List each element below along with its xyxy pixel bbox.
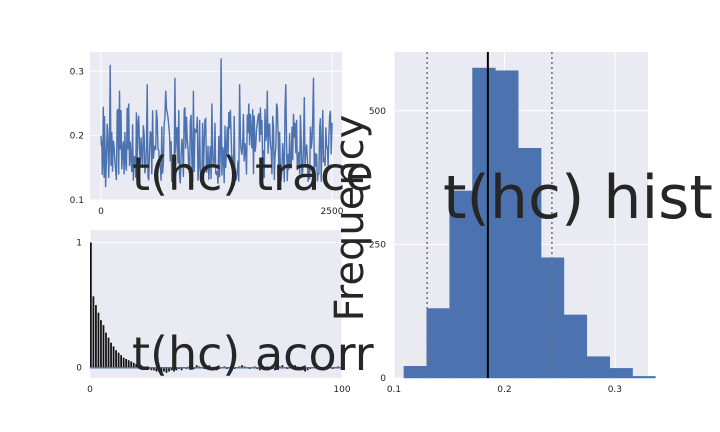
trace-xtick-label: 2500 xyxy=(321,207,344,217)
acorr-yticks: 01 xyxy=(76,239,82,374)
hist-bar xyxy=(632,376,656,379)
acorr-bar xyxy=(112,346,115,368)
trace-ytick-label: 0.3 xyxy=(70,67,84,77)
hist-yticks: 0 250 500 xyxy=(369,107,386,384)
acorr-bar xyxy=(132,362,135,368)
acorr-bar xyxy=(294,365,296,368)
trace-panel: 0.1 0.2 0.3 0 2500 xyxy=(70,52,344,217)
acorr-xtick-label: 0 xyxy=(87,385,93,395)
acorr-bar xyxy=(258,367,261,371)
acorr-bar xyxy=(168,367,170,372)
acorr-bar xyxy=(102,325,105,368)
trace-xtick-label: 0 xyxy=(98,207,104,217)
acorr-bar xyxy=(304,367,306,372)
trace-yticks: 0.1 0.2 0.3 xyxy=(70,67,84,206)
acorr-bar xyxy=(175,367,178,371)
hist-bar xyxy=(586,356,610,379)
hist-xtick-label: 0.2 xyxy=(497,385,511,395)
acorr-bar xyxy=(117,352,120,368)
hist-panel: 0 250 500 0.1 0.2 0.3 xyxy=(369,52,656,395)
hist-bar xyxy=(403,365,428,379)
trace-xticks: 0 2500 xyxy=(98,207,344,217)
acorr-bar xyxy=(165,367,168,373)
trace-series-line xyxy=(100,58,333,188)
acorr-bar xyxy=(90,242,92,368)
hist-ytick-label: 0 xyxy=(380,374,386,384)
acorr-bar xyxy=(160,367,163,373)
hist-ytick-label: 250 xyxy=(369,240,386,250)
acorr-bar xyxy=(195,365,198,368)
trace-ytick-label: 0.2 xyxy=(70,132,84,142)
acorr-bar xyxy=(208,365,211,368)
hist-xtick-label: 0.3 xyxy=(608,385,622,395)
acorr-bar xyxy=(231,367,233,371)
acorr-bar xyxy=(97,312,100,368)
hist-ylabel: Frequency xyxy=(327,115,373,322)
acorr-bar xyxy=(107,337,110,368)
acorr-bar xyxy=(150,367,153,371)
acorr-xticks: 0 100 xyxy=(87,385,351,395)
acorr-bar xyxy=(105,332,107,368)
acorr-bar xyxy=(100,320,102,368)
hist-xtick-label: 0.1 xyxy=(387,385,401,395)
acorr-bar xyxy=(241,365,243,368)
acorr-panel: 01 0 100 xyxy=(76,230,351,395)
hist-ytick-label: 500 xyxy=(369,107,386,117)
acorr-bar xyxy=(137,365,140,368)
acorr-bar xyxy=(155,367,158,372)
acorr-bar xyxy=(281,365,284,368)
hist-xticks: 0.1 0.2 0.3 xyxy=(387,385,622,395)
acorr-bar xyxy=(130,361,133,368)
acorr-bar xyxy=(140,365,143,368)
hist-bar xyxy=(609,368,633,379)
acorr-xtick-label: 100 xyxy=(333,385,350,395)
acorr-bar xyxy=(173,367,175,372)
acorr-bar xyxy=(301,367,304,371)
acorr-ytick-label: 1 xyxy=(76,239,82,249)
hist-bar xyxy=(426,308,450,379)
acorr-bar xyxy=(306,367,309,371)
acorr-bar xyxy=(163,367,165,372)
acorr-bar xyxy=(92,296,95,368)
trace-title: t(hc) trace xyxy=(132,147,374,201)
acorr-plot-area xyxy=(90,230,342,378)
acorr-bar xyxy=(125,358,128,368)
acorr-bar xyxy=(120,355,123,368)
acorr-bar xyxy=(180,367,183,371)
acorr-bar xyxy=(153,367,155,371)
acorr-bar xyxy=(127,360,130,368)
acorr-bar xyxy=(273,367,276,371)
hist-bars xyxy=(403,67,656,379)
acorr-bar xyxy=(135,363,138,368)
trace-ytick-label: 0.1 xyxy=(70,196,84,206)
acorr-ytick-label: 0 xyxy=(76,364,82,374)
acorr-bar xyxy=(122,357,125,368)
acorr-bar xyxy=(216,367,218,371)
acorr-bar xyxy=(115,350,117,368)
acorr-bar xyxy=(110,342,112,368)
acorr-bar xyxy=(170,367,173,371)
acorr-bar xyxy=(158,367,160,372)
acorr-bar xyxy=(95,305,97,368)
acorr-title: t(hc) acorr xyxy=(132,327,374,381)
hist-title: t(hc) hist xyxy=(443,163,713,233)
hist-lines xyxy=(426,52,553,378)
hist-bar xyxy=(563,314,588,379)
acorr-bar xyxy=(321,367,324,371)
